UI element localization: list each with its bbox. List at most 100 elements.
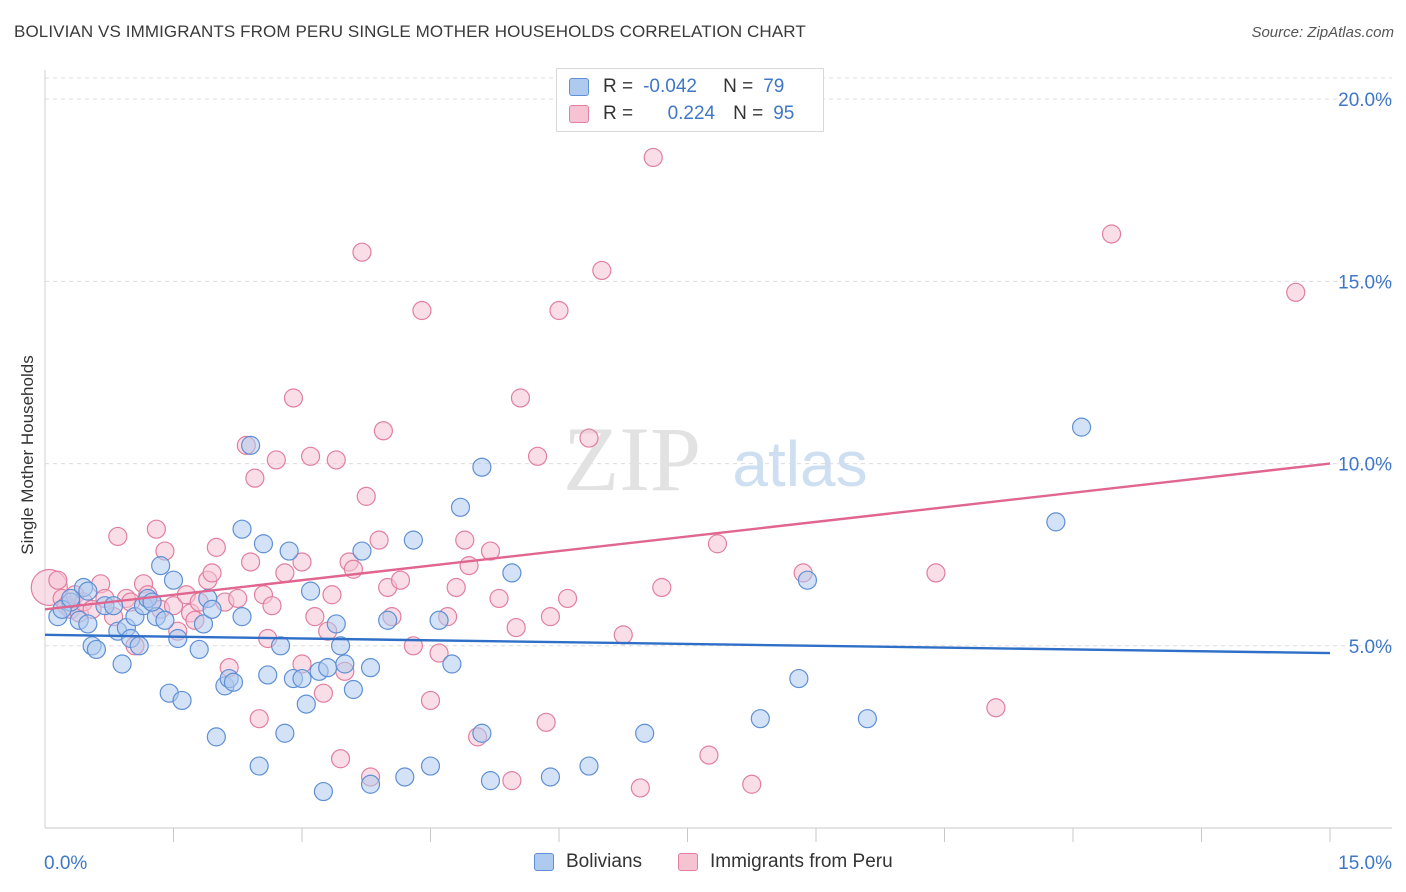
bolivians-point [78,614,98,634]
bolivians-point [275,723,295,743]
bolivians-point [480,771,501,791]
y-tick-label: 10.0% [1338,455,1392,476]
peru-point [986,698,1006,718]
peru-point [369,530,389,550]
bolivians-point [86,639,107,660]
chart-title: BOLIVIAN VS IMMIGRANTS FROM PERU SINGLE … [14,22,806,41]
bolivians-point [151,556,171,576]
peru-point [108,526,128,547]
bolivians-point [163,570,184,590]
bolivians-point [112,654,132,674]
bolivians-point [270,636,291,656]
peru-point [557,588,578,609]
bolivians-point [206,727,226,747]
bolivians-point [403,530,423,550]
peru-point [926,563,946,583]
bolivians-point [189,639,209,660]
peru-point [527,446,548,466]
bolivians-point [330,636,351,656]
bolivians-point [335,654,355,674]
peru-point [373,421,393,441]
x-tick-label: 15.0% [1338,853,1392,874]
peru-point [292,552,312,572]
tick-labels: 5.0% 10.0% 15.0% 20.0% 0.0% 15.0% [44,90,1392,874]
peru-point [48,570,68,590]
bolivians-point [296,694,316,714]
watermark-zip: ZIP [563,408,701,510]
y-axis-label: Single Mother Households [18,355,37,554]
trend-lines [44,462,1331,655]
y-tick-label: 5.0% [1349,637,1392,658]
peru-point [146,519,166,539]
bolivians-point [202,599,222,619]
peru-point [630,778,650,798]
peru-point [455,530,475,550]
legend-label-peru: Immigrants from Peru [710,851,893,872]
bolivians-point [318,658,338,678]
peru-point [613,625,633,645]
bolivians-point [378,610,398,630]
peru-point [266,450,286,470]
legend-swatch-pink [569,105,589,123]
peru-point [245,468,265,488]
bolivians-point [343,679,363,700]
bolivians-point [78,581,98,601]
bolivians-point [797,570,818,590]
bolivians-point [292,668,312,689]
bolivians-point [450,497,471,517]
legend-r-value: 0.224 [667,103,716,124]
peru-point [322,585,342,605]
legend-r-label: R = [603,76,634,97]
peru-point [330,749,351,769]
peru-point [1286,282,1306,302]
bolivians-point [253,534,274,554]
correlation-legend: R = -0.042 N = 79 R = 0.224 N = 95 [556,68,824,132]
bolivians-point [360,658,381,678]
bolivians-point [540,767,561,787]
bolivians-point [193,614,214,634]
legend-n-value: 95 [773,103,795,124]
peru-point [352,242,372,262]
bolivians-point [579,756,599,776]
bolivians-point [472,457,492,477]
peru-point [459,556,479,576]
peru-point [412,300,432,321]
bolivians-trend-line [44,633,1331,655]
bolivians-point [155,610,175,630]
legend-item-peru[interactable]: Immigrants from Peru [678,851,893,873]
legend-n-value: 79 [763,76,785,97]
peru-point [390,570,411,590]
legend-row-peru: R = 0.224 N = 95 [569,102,794,126]
watermark: ZIP atlas [563,408,868,510]
peru-point [420,690,441,711]
peru-point [742,774,762,794]
bolivians-point [313,781,334,802]
bolivians-point [502,563,522,583]
peru-point [489,588,509,609]
peru-point [283,388,304,408]
source-label: Source: ZipAtlas.com [1251,24,1394,41]
peru-point [540,607,561,627]
bolivians-point [168,628,188,649]
bolivians-point [857,709,878,729]
peru-point [1101,224,1122,244]
peru-point [707,534,728,554]
bolivians-point [1071,417,1092,437]
peru-point [202,563,222,583]
bolivians-point [129,636,149,656]
peru-point [262,596,282,616]
bolivians-point [232,607,252,627]
legend-r-value: -0.042 [643,76,697,97]
bolivians-point [172,690,192,711]
x-tick-label: 0.0% [44,853,87,874]
peru-point [643,147,663,168]
peru-point [305,607,325,627]
watermark-atlas: atlas [732,428,867,500]
bolivians-point [103,596,124,616]
legend-row-bolivians: R = -0.042 N = 79 [569,75,784,99]
peru-point [300,446,321,466]
legend-item-bolivians[interactable]: Bolivians [534,851,642,873]
bolivians-point [1046,512,1066,532]
peru-point [206,537,226,557]
